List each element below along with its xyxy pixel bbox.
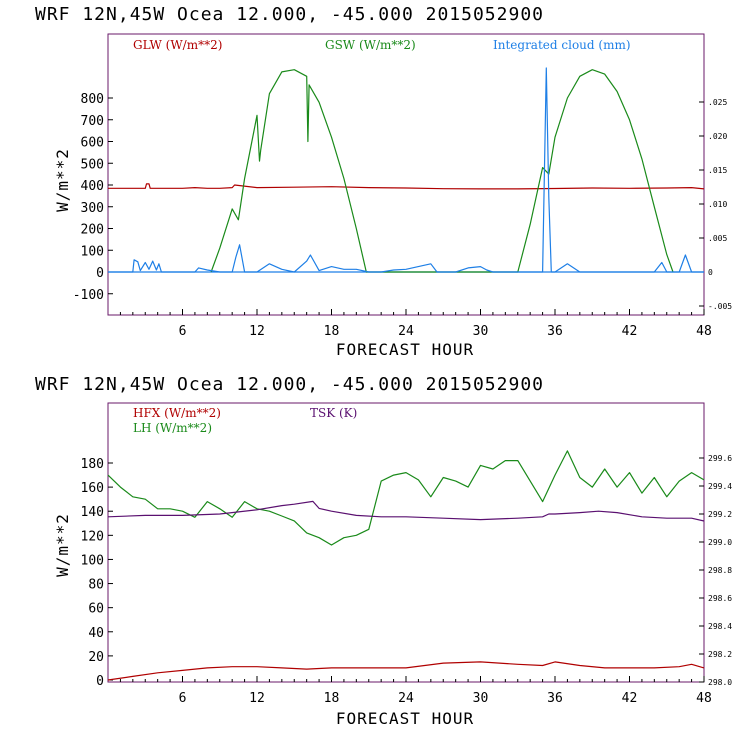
x-tick-label: 24 xyxy=(398,691,414,706)
right-tick-label: .010 xyxy=(708,200,727,209)
y-tick-label: 600 xyxy=(81,136,104,151)
y-tick-label: 120 xyxy=(81,529,104,544)
y-tick-label: -100 xyxy=(73,288,104,303)
y-tick-label: 160 xyxy=(81,481,104,496)
right-tick-label: 299.6 xyxy=(708,454,732,463)
top-legend-glw: GLW (W/m**2) xyxy=(133,38,222,52)
x-tick-label: 6 xyxy=(179,691,187,706)
bottom-y-ticks: 0 20 40 60 80 100 120 140 160 180 xyxy=(81,457,113,689)
top-legend-cloud: Integrated cloud (mm) xyxy=(493,38,631,52)
y-tick-label: 100 xyxy=(81,244,104,259)
bottom-series-lines xyxy=(107,450,705,681)
series-line-0 xyxy=(107,661,705,681)
x-tick-label: 24 xyxy=(398,324,414,339)
top-chart-title: WRF 12N,45W Ocea 12.000, -45.000 2015052… xyxy=(35,4,544,25)
right-tick-label: .020 xyxy=(708,132,727,141)
x-tick-label: 30 xyxy=(473,324,489,339)
series-line-2 xyxy=(107,500,705,522)
x-tick-label: 6 xyxy=(179,324,187,339)
right-tick-label: 298.2 xyxy=(708,650,732,659)
right-tick-label: .015 xyxy=(708,166,727,175)
series-line-0 xyxy=(108,183,705,190)
bottom-legend-lh: LH (W/m**2) xyxy=(133,421,212,435)
bottom-chart: WRF 12N,45W Ocea 12.000, -45.000 2015052… xyxy=(35,374,732,728)
y-tick-label: 60 xyxy=(88,602,104,617)
x-tick-label: 48 xyxy=(696,324,712,339)
bottom-chart-title: WRF 12N,45W Ocea 12.000, -45.000 2015052… xyxy=(35,374,544,395)
bottom-right-ticks: 298.0 298.2 298.4 298.6 298.8 299.0 299.2 299.4… xyxy=(699,454,732,687)
bottom-y-axis-label: W/m**2 xyxy=(53,513,72,577)
x-tick-label: 42 xyxy=(622,691,638,706)
x-tick-label: 12 xyxy=(249,324,265,339)
y-tick-label: 80 xyxy=(88,578,104,593)
right-tick-label: 298.0 xyxy=(708,678,732,687)
y-tick-label: 0 xyxy=(96,266,104,281)
y-tick-label: 40 xyxy=(88,626,104,641)
y-tick-label: 300 xyxy=(81,201,104,216)
right-tick-label: 299.4 xyxy=(708,482,732,491)
top-y-axis-label: W/m**2 xyxy=(53,148,72,212)
x-tick-label: 36 xyxy=(547,691,563,706)
right-tick-label: 298.4 xyxy=(708,622,732,631)
right-tick-label: .025 xyxy=(708,98,727,107)
top-x-ticks: 6 12 18 24 30 36 42 48 xyxy=(119,309,712,339)
top-y-ticks: -100 0 100 200 300 400 500 600 700 800 xyxy=(73,92,113,303)
bottom-legend-hfx: HFX (W/m**2) xyxy=(133,406,221,420)
y-tick-label: 800 xyxy=(81,92,104,107)
y-tick-label: 180 xyxy=(81,457,104,472)
series-line-1 xyxy=(210,69,674,273)
y-tick-label: 500 xyxy=(81,157,104,172)
x-tick-label: 18 xyxy=(324,691,340,706)
y-tick-label: 200 xyxy=(81,223,104,238)
y-tick-label: 100 xyxy=(81,553,104,568)
x-tick-label: 30 xyxy=(473,691,489,706)
y-tick-label: 20 xyxy=(88,650,104,665)
top-plot-frame xyxy=(107,33,705,316)
right-tick-label: 299.0 xyxy=(708,538,732,547)
right-tick-label: 298.8 xyxy=(708,566,732,575)
top-series-lines xyxy=(108,67,705,273)
top-chart: WRF 12N,45W Ocea 12.000, -45.000 2015052… xyxy=(35,4,732,359)
bottom-legend-tsk: TSK (K) xyxy=(310,406,357,420)
y-tick-label: 700 xyxy=(81,114,104,129)
x-tick-label: 18 xyxy=(324,324,340,339)
x-tick-label: 48 xyxy=(696,691,712,706)
right-tick-label: 298.6 xyxy=(708,594,732,603)
right-tick-label: 299.2 xyxy=(708,510,732,519)
top-right-ticks: -.005 0 .005 .010 .015 .020 .025 xyxy=(699,98,732,311)
top-legend-gsw: GSW (W/m**2) xyxy=(325,38,416,52)
top-x-axis-label: FORECAST HOUR xyxy=(336,340,474,359)
y-tick-label: 0 xyxy=(96,674,104,689)
x-tick-label: 36 xyxy=(547,324,563,339)
x-tick-label: 12 xyxy=(249,691,265,706)
bottom-plot-frame xyxy=(107,402,705,683)
y-tick-label: 140 xyxy=(81,505,104,520)
series-line-1 xyxy=(107,450,705,546)
bottom-x-axis-label: FORECAST HOUR xyxy=(336,709,474,728)
right-tick-label: 0 xyxy=(708,268,713,277)
y-tick-label: 400 xyxy=(81,179,104,194)
x-tick-label: 42 xyxy=(622,324,638,339)
right-tick-label: .005 xyxy=(708,234,727,243)
bottom-x-ticks: 6 12 18 24 30 36 42 48 xyxy=(119,676,712,706)
series-line-2 xyxy=(108,67,704,273)
right-tick-label: -.005 xyxy=(708,302,732,311)
